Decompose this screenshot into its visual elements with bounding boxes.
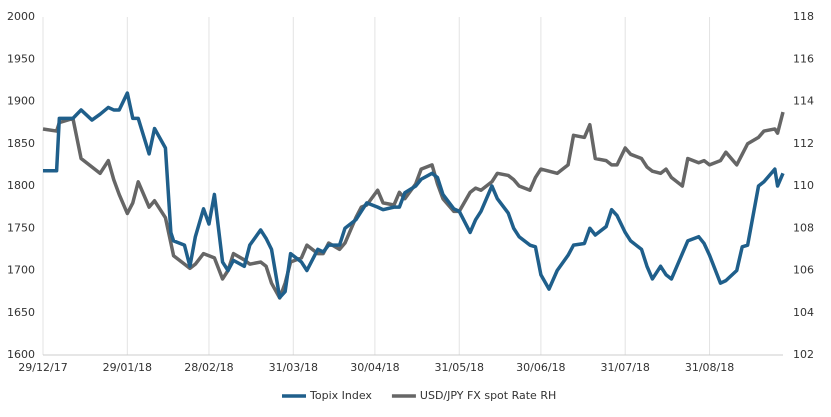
x-tick-label: 29/01/18 [103,361,152,374]
y2-tick-label: 116 [793,52,814,65]
y-tick-label: 2000 [7,10,35,23]
x-tick-label: 30/04/18 [350,361,399,374]
y-tick-label: 1850 [7,137,35,150]
x-tick-label: 31/03/18 [269,361,318,374]
y-tick-label: 1750 [7,221,35,234]
series-line [42,111,785,300]
y-tick-label: 1950 [7,52,35,65]
y-tick-label: 1800 [7,179,35,192]
legend-label: USD/JPY FX spot Rate RH [420,389,556,402]
y-tick-label: 1700 [7,264,35,277]
y2-tick-label: 118 [793,10,814,23]
y-tick-label: 1650 [7,306,35,319]
x-tick-label: 28/02/18 [184,361,233,374]
y2-tick-label: 114 [793,95,814,108]
series-line [43,91,785,300]
x-tick-label: 29/12/17 [18,361,67,374]
y-tick-label: 1600 [7,348,35,361]
x-tick-label: 31/07/18 [601,361,650,374]
x-tick-label: 31/08/18 [685,361,734,374]
y2-tick-label: 106 [793,264,814,277]
y-tick-label: 1900 [7,95,35,108]
y2-tick-label: 108 [793,221,814,234]
x-tick-label: 31/05/18 [435,361,484,374]
y2-tick-label: 112 [793,137,814,150]
x-tick-label: 30/06/18 [516,361,565,374]
y2-tick-label: 110 [793,179,814,192]
y2-tick-label: 104 [793,306,814,319]
y2-tick-label: 102 [793,348,814,361]
legend-label: Topix Index [309,389,372,402]
